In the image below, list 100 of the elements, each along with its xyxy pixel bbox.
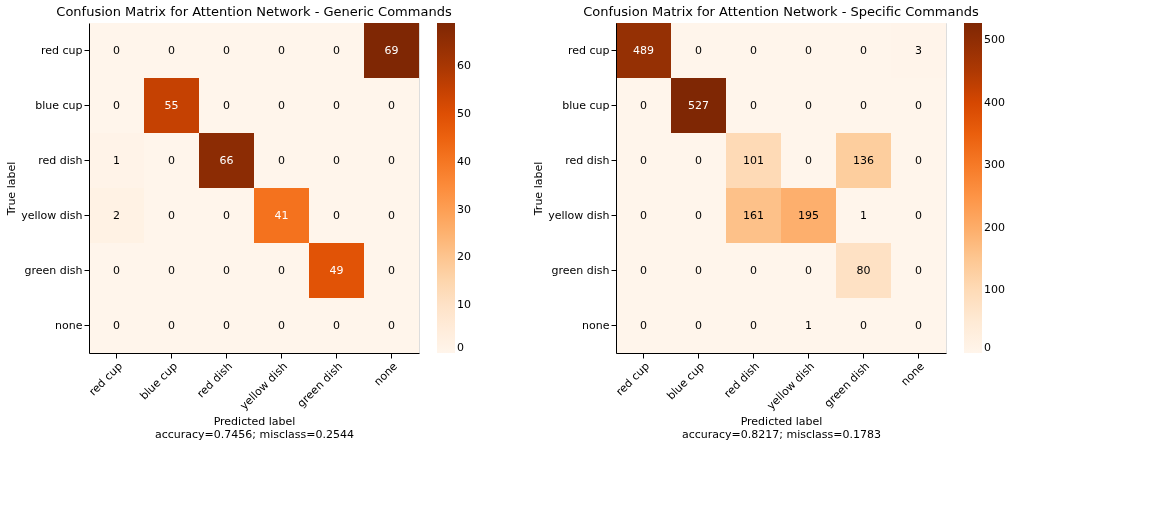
data-label: 0 — [640, 208, 647, 222]
data-label: 0 — [915, 263, 922, 277]
data-label: 0 — [388, 263, 395, 277]
x-tick-label: red dish — [194, 359, 235, 401]
data-label: 0 — [695, 208, 702, 222]
data-label: 0 — [750, 98, 757, 112]
data-label: 0 — [333, 98, 340, 112]
data-label: 0 — [278, 98, 285, 112]
data-label: 0 — [168, 318, 175, 332]
data-label: 0 — [750, 43, 757, 57]
data-label: 0 — [860, 43, 867, 57]
data-label: 0 — [640, 263, 647, 277]
color-bar-label: 60 — [457, 59, 471, 73]
color-bar-label: 30 — [457, 202, 471, 216]
data-label: 1 — [113, 153, 120, 167]
data-label: 3 — [915, 43, 922, 57]
chart-title: Confusion Matrix for Attention Network - Generic Commands — [56, 4, 452, 19]
data-label: 0 — [695, 318, 702, 332]
data-label: 0 — [388, 208, 395, 222]
data-label: 0 — [278, 153, 285, 167]
data-label: 101 — [743, 153, 764, 167]
y-axis-title: True label — [5, 161, 19, 217]
data-label: 55 — [164, 98, 179, 112]
color-bar-label: 0 — [984, 341, 991, 354]
data-label: 0 — [223, 318, 230, 332]
data-label: 0 — [223, 208, 230, 222]
data-label: 0 — [113, 43, 120, 57]
data-label: 0 — [168, 43, 175, 57]
data-label: 0 — [750, 263, 757, 277]
x-axis-title: Predicted label — [740, 414, 823, 428]
data-label: 0 — [223, 43, 230, 57]
data-label: 0 — [333, 153, 340, 167]
y-tick-label: green dish — [551, 263, 610, 277]
color-bar-label: 400 — [984, 95, 1005, 109]
data-label: 49 — [329, 263, 344, 277]
data-label: 136 — [853, 153, 874, 167]
data-label: 0 — [333, 208, 340, 222]
y-tick-label: blue cup — [562, 98, 610, 112]
color-bar-label: 50 — [457, 106, 471, 120]
data-label: 0 — [388, 98, 395, 112]
y-tick-label: green dish — [24, 263, 83, 277]
data-label: 0 — [388, 318, 395, 332]
y-tick-label: red cup — [40, 43, 83, 57]
data-label: 69 — [384, 43, 399, 57]
y-tick-label: red cup — [567, 43, 610, 57]
x-tick-label: red cup — [613, 359, 652, 399]
x-tick-label: red cup — [86, 359, 125, 399]
data-label: 2 — [113, 208, 120, 222]
y-tick-label: red dish — [38, 153, 83, 167]
data-label: 0 — [333, 318, 340, 332]
data-label: 0 — [113, 263, 120, 277]
x-axis-title: Predicted label — [213, 414, 296, 428]
data-label: 0 — [750, 318, 757, 332]
data-label: 66 — [219, 153, 234, 167]
data-label: 0 — [168, 208, 175, 222]
data-label: 0 — [168, 153, 175, 167]
data-label: 0 — [640, 153, 647, 167]
data-label: 0 — [860, 98, 867, 112]
data-label: 41 — [274, 208, 289, 222]
data-label: 0 — [805, 263, 812, 277]
data-label: 0 — [805, 98, 812, 112]
data-label: 0 — [805, 153, 812, 167]
data-label: 0 — [695, 153, 702, 167]
x-tick-label: red dish — [721, 359, 762, 401]
chart-title: Confusion Matrix for Attention Network - Specific Commands — [583, 4, 979, 19]
data-label: 0 — [915, 153, 922, 167]
y-tick-label: none — [582, 318, 610, 332]
data-label: 195 — [798, 208, 819, 222]
data-label: 0 — [640, 318, 647, 332]
data-label: 80 — [856, 263, 871, 277]
y-tick-label: red dish — [565, 153, 610, 167]
color-bar-label: 0 — [457, 341, 464, 354]
data-label: 0 — [388, 153, 395, 167]
data-label: 0 — [695, 263, 702, 277]
color-bar-label: 200 — [984, 220, 1005, 234]
data-label: 489 — [633, 43, 654, 57]
text: accuracy=0.8217; misclass=0.1783 — [681, 427, 882, 441]
color-bar-label: 40 — [457, 154, 471, 168]
data-label: 0 — [113, 98, 120, 112]
data-label: 0 — [278, 43, 285, 57]
y-tick-label: blue cup — [35, 98, 83, 112]
data-label: 0 — [640, 98, 647, 112]
color-bar-label: 300 — [984, 158, 1005, 172]
data-label: 0 — [278, 318, 285, 332]
data-label: 0 — [915, 318, 922, 332]
data-label: 0 — [168, 263, 175, 277]
color-bar-label: 10 — [457, 298, 471, 312]
data-label: 1 — [805, 318, 812, 332]
data-label: 0 — [333, 43, 340, 57]
data-label: 161 — [743, 208, 764, 222]
color-bar-label: 500 — [984, 32, 1005, 46]
data-label: 0 — [223, 98, 230, 112]
y-axis-title: True label — [532, 161, 546, 217]
y-tick-label: yellow dish — [548, 208, 610, 222]
text: accuracy=0.7456; misclass=0.2544 — [154, 427, 355, 441]
data-label: 0 — [915, 208, 922, 222]
data-label: 0 — [223, 263, 230, 277]
data-label: 0 — [278, 263, 285, 277]
y-tick-label: none — [55, 318, 83, 332]
data-label: 0 — [915, 98, 922, 112]
